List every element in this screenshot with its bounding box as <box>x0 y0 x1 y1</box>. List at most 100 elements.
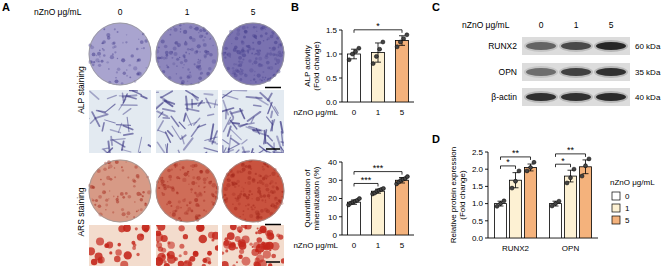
texture <box>278 46 280 48</box>
band-halo <box>594 66 628 78</box>
texture <box>156 92 158 94</box>
texture <box>269 197 270 198</box>
y-axis-label: Relative protein expression <box>449 147 458 244</box>
texture <box>204 93 212 96</box>
band-halo <box>524 40 558 52</box>
texture <box>113 196 115 198</box>
legend-title: nZnO μg/mL <box>610 178 655 187</box>
texture <box>129 76 131 78</box>
x-tick-label: 1 <box>376 108 381 117</box>
band-halo <box>559 91 593 103</box>
texture <box>263 194 266 197</box>
texture <box>98 195 102 199</box>
row-label: ALP staining <box>76 66 86 114</box>
y-tick-label: 0.0 <box>472 234 484 243</box>
texture <box>105 104 115 112</box>
texture <box>243 147 248 153</box>
texture <box>95 58 99 62</box>
texture <box>140 40 144 44</box>
y-tick <box>485 186 488 187</box>
texture <box>168 241 175 248</box>
texture <box>122 59 123 60</box>
texture <box>183 30 187 34</box>
texture <box>190 49 191 50</box>
point <box>557 199 561 203</box>
texture <box>200 60 202 62</box>
scale-bar <box>265 224 281 226</box>
micrograph <box>89 90 151 153</box>
texture <box>196 50 199 53</box>
texture <box>246 196 250 200</box>
blot-strip <box>522 37 630 55</box>
texture <box>203 199 205 201</box>
texture <box>200 72 203 75</box>
texture <box>142 196 144 198</box>
texture <box>261 79 263 81</box>
texture <box>104 150 114 153</box>
point <box>550 204 554 208</box>
texture <box>114 51 116 53</box>
texture <box>259 195 262 198</box>
dose-label: 1 <box>185 7 190 17</box>
texture <box>251 208 253 210</box>
texture <box>105 199 108 202</box>
texture <box>174 257 178 261</box>
micrograph-bg <box>89 90 151 153</box>
texture <box>231 43 232 44</box>
texture <box>260 34 263 37</box>
texture <box>235 236 241 242</box>
texture <box>233 48 237 52</box>
texture <box>203 209 205 211</box>
texture <box>252 63 253 64</box>
texture <box>275 107 279 113</box>
texture <box>122 42 124 44</box>
texture <box>179 177 181 179</box>
texture <box>136 210 138 212</box>
texture <box>248 164 252 168</box>
texture <box>172 213 176 217</box>
texture <box>117 243 121 247</box>
texture <box>126 34 127 35</box>
texture <box>190 165 192 167</box>
texture <box>170 212 171 213</box>
texture <box>229 56 231 58</box>
significance: * <box>354 21 402 33</box>
texture <box>114 176 116 178</box>
texture <box>122 212 126 216</box>
significance: * <box>501 157 516 169</box>
texture <box>254 153 261 154</box>
texture <box>114 256 121 263</box>
texture <box>224 187 228 191</box>
texture <box>171 169 173 171</box>
texture <box>164 263 170 266</box>
texture <box>258 63 262 67</box>
point <box>514 179 518 183</box>
texture <box>256 237 262 243</box>
texture <box>265 32 268 35</box>
dose-label: 5 <box>609 20 614 30</box>
texture <box>225 47 228 50</box>
texture <box>252 42 254 44</box>
y-tick <box>339 180 342 181</box>
texture <box>171 57 173 59</box>
texture <box>191 181 195 185</box>
protein-label: RUNX2 <box>488 41 517 51</box>
y-tick-label: 20 <box>328 194 337 203</box>
texture <box>114 28 116 30</box>
texture <box>102 182 105 185</box>
figure: ABCDnZnO μg/mL015ALP stainingARS stainin… <box>0 0 669 267</box>
texture <box>163 117 169 119</box>
texture <box>231 138 238 143</box>
point <box>529 165 533 169</box>
dose-label: 0 <box>118 7 123 17</box>
texture <box>122 149 131 152</box>
dish-rim <box>89 23 151 85</box>
texture <box>276 54 279 57</box>
texture <box>169 51 173 55</box>
texture <box>257 52 261 56</box>
texture <box>102 40 106 44</box>
texture <box>110 139 125 140</box>
texture <box>99 50 101 52</box>
texture <box>192 176 195 179</box>
texture <box>193 94 198 100</box>
